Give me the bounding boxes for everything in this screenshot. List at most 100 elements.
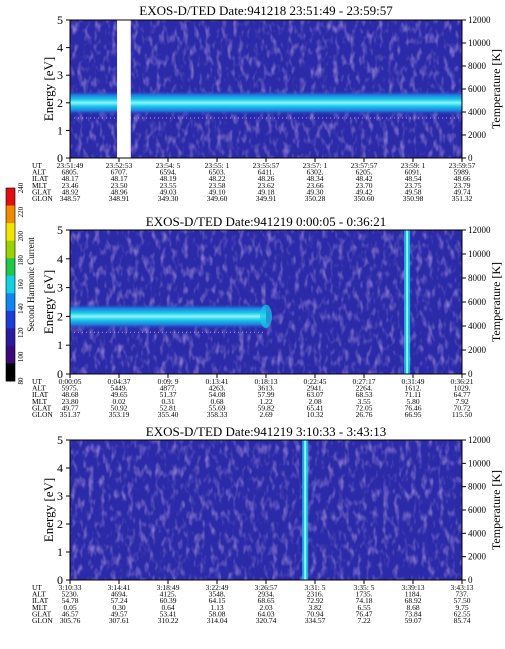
orbit-cell: 48.17 <box>111 174 128 183</box>
colorbar-tick-label: 220 <box>17 206 25 217</box>
y-tick-label: 5 <box>57 223 63 237</box>
orbit-cell: 53.41 <box>160 609 177 618</box>
orbit-cell: 2.08 <box>308 397 321 406</box>
orbit-cell: 6091. <box>405 168 422 177</box>
emission-band <box>70 90 462 116</box>
orbit-cell: 59.82 <box>258 403 275 412</box>
panel-title: EXOS-D/TED Date:941219 0:00:05 - 0:36:21 <box>146 214 386 229</box>
orbit-cell: 1735. <box>356 590 373 599</box>
orbit-cell: 355.40 <box>158 410 179 419</box>
orbit-cell: 57.99 <box>258 390 275 399</box>
colorbar-label: Second Harmonic Current <box>26 237 36 332</box>
y-tick-label: 4 <box>57 461 63 475</box>
orbit-cell: 320.74 <box>256 616 277 625</box>
y2-tick-label: 6000 <box>468 84 487 94</box>
orbit-cell: 310.22 <box>158 616 179 625</box>
colorbar-tick-label: 140 <box>17 303 25 314</box>
colorbar-swatch <box>6 188 15 207</box>
spectrogram-panel-3: EXOS-D/TED Date:941219 3:10:33 - 3:43:13… <box>32 424 503 625</box>
orbit-cell: 46.57 <box>62 609 79 618</box>
colorbar-tick-label: 100 <box>17 351 25 362</box>
y-tick-label: 1 <box>57 545 63 559</box>
orbit-cell: 5.80 <box>406 397 419 406</box>
colorbar-tick-label: 240 <box>17 182 25 193</box>
orbit-cell: 6503. <box>209 168 226 177</box>
orbit-cell: 6.55 <box>357 603 370 612</box>
orbit-cell: 23.50 <box>111 181 128 190</box>
orbit-row-label: ALT <box>32 590 46 599</box>
orbit-cell: 23.79 <box>454 181 471 190</box>
orbit-cell: 48.68 <box>62 390 79 399</box>
orbit-row-label: MLT <box>32 603 48 612</box>
orbit-cell: 73.84 <box>405 609 422 618</box>
y2-axis-label: Temperature [K] <box>489 470 503 550</box>
orbit-cell: 0:31:49 <box>402 377 425 386</box>
orbit-cell: 0.31 <box>161 397 174 406</box>
orbit-cell: 54.78 <box>62 596 79 605</box>
y-tick-label: 5 <box>57 433 63 447</box>
y-tick-label: 4 <box>57 252 63 266</box>
orbit-cell: 6411. <box>258 168 275 177</box>
orbit-row-label: ALT <box>32 384 46 393</box>
orbit-cell: 0:13:41 <box>206 377 229 386</box>
orbit-cell: 0.64 <box>161 603 174 612</box>
orbit-cell: 349.91 <box>256 194 277 203</box>
orbit-cell: 3:26:57 <box>255 583 278 592</box>
orbit-cell: 72.05 <box>356 403 373 412</box>
orbit-row-label: ILAT <box>32 596 49 605</box>
orbit-cell: 65.41 <box>307 403 324 412</box>
orbit-cell: 23:55: 1 <box>205 161 230 170</box>
y2-tick-label: 10000 <box>468 249 491 259</box>
orbit-cell: 23.62 <box>258 181 275 190</box>
colorbar-frame <box>5 187 16 382</box>
y2-tick-label: 8000 <box>468 273 487 283</box>
vertical-spike-core <box>304 440 307 580</box>
colorbar-tick-label: 180 <box>17 255 25 266</box>
orbit-cell: 48.17 <box>62 174 79 183</box>
orbit-cell: 85.74 <box>454 616 471 625</box>
colorbar-tick-label: 200 <box>17 231 25 242</box>
orbit-cell: 48.26 <box>258 174 275 183</box>
orbit-cell: 3:18:49 <box>157 583 180 592</box>
orbit-cell: 349.60 <box>207 194 228 203</box>
y-tick-label: 3 <box>57 489 63 503</box>
orbit-cell: 58.08 <box>209 609 226 618</box>
orbit-cell: 9.75 <box>455 603 468 612</box>
orbit-cell: 23:57: 1 <box>303 161 328 170</box>
orbit-cell: 0.05 <box>63 603 76 612</box>
orbit-cell: 59.07 <box>405 616 422 625</box>
y2-tick-label: 4000 <box>468 528 487 538</box>
colorbar-swatch <box>6 328 15 347</box>
orbit-cell: 0.02 <box>112 397 125 406</box>
orbit-cell: 350.28 <box>305 194 326 203</box>
orbit-cell: 3:31: 5 <box>304 583 325 592</box>
orbit-cell: 23:54: 5 <box>156 161 181 170</box>
y2-tick-label: 4000 <box>468 321 487 331</box>
orbit-cell: 70.72 <box>454 403 471 412</box>
orbit-cell: 26.76 <box>356 410 373 419</box>
y2-tick-label: 12000 <box>468 15 491 25</box>
orbit-cell: 72.92 <box>307 596 324 605</box>
orbit-cell: 60.39 <box>160 596 177 605</box>
orbit-cell: 57.50 <box>454 596 471 605</box>
orbit-cell: 1.13 <box>210 603 223 612</box>
orbit-cell: 4125. <box>160 590 177 599</box>
orbit-cell: 351.37 <box>60 410 81 419</box>
orbit-cell: 7.92 <box>455 397 468 406</box>
y-tick-label: 1 <box>57 123 63 137</box>
orbit-cell: 0:00:05 <box>59 377 82 386</box>
orbit-row-label: GLON <box>32 410 53 419</box>
orbit-row-label: MLT <box>32 181 48 190</box>
orbit-cell: 5449. <box>111 384 128 393</box>
orbit-cell: 23:52:53 <box>106 161 133 170</box>
colorbar-swatch <box>6 275 15 294</box>
y2-tick-label: 10000 <box>468 38 491 48</box>
y-tick-label: 0 <box>57 367 63 381</box>
y-tick-label: 4 <box>57 41 63 55</box>
orbit-cell: 68.92 <box>405 596 422 605</box>
spectrogram-panel-2: EXOS-D/TED Date:941219 0:00:05 - 0:36:21… <box>32 214 503 419</box>
orbit-cell: 1612. <box>405 384 422 393</box>
orbit-row-label: UT <box>32 583 42 592</box>
y2-tick-label: 8000 <box>468 61 487 71</box>
orbit-cell: 23.66 <box>307 181 324 190</box>
